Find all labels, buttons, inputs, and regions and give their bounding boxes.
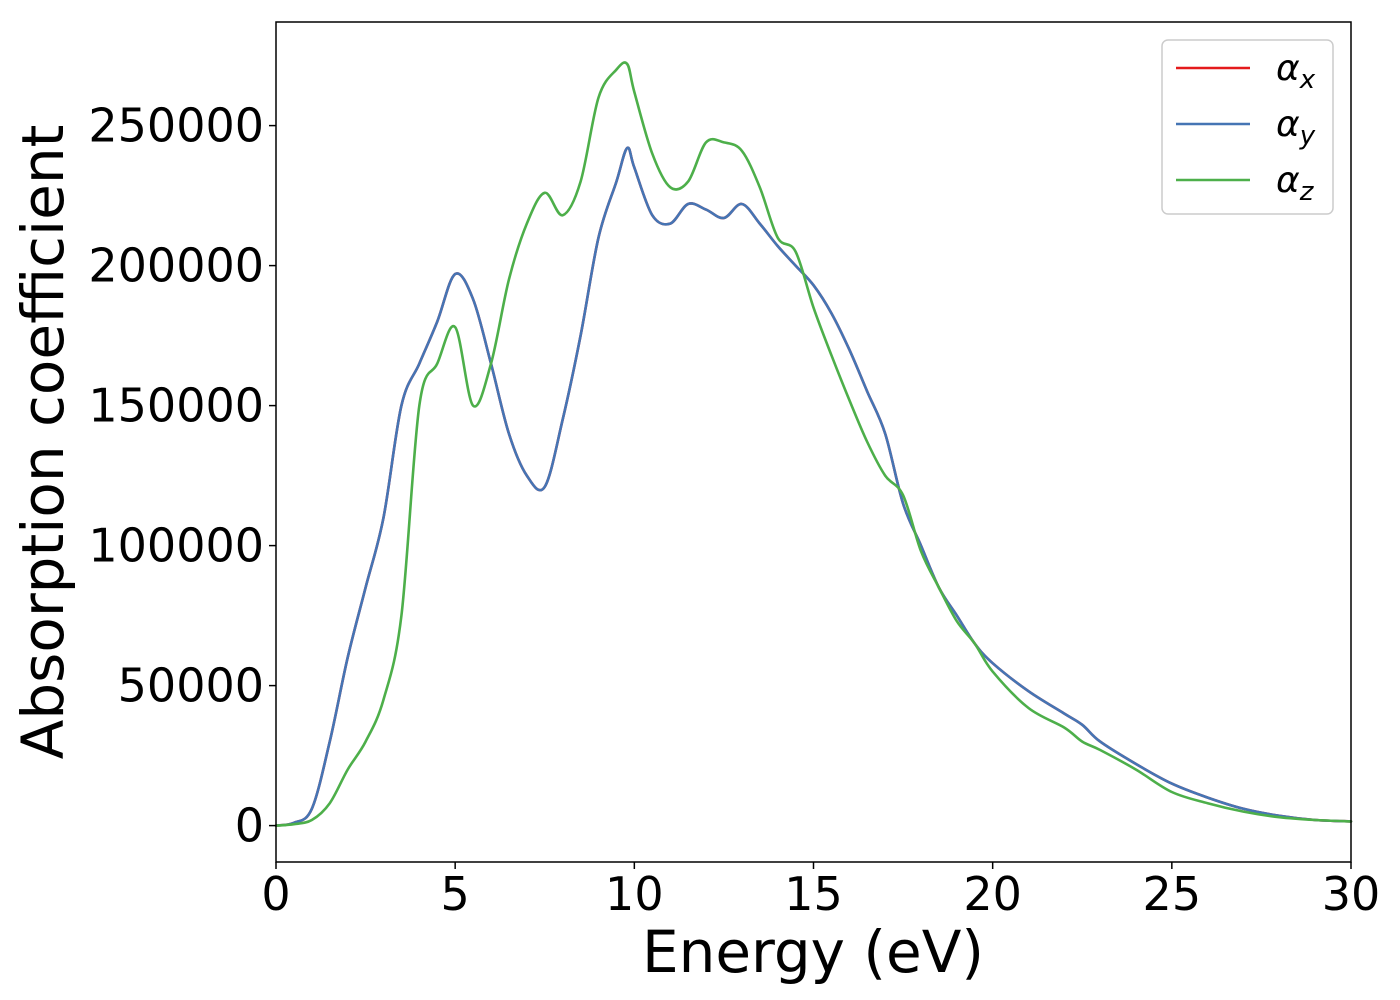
y-axis-ticks: 0 50000 100000 150000 200000 250000: [88, 99, 276, 853]
legend-box: [1161, 39, 1334, 215]
legend-label-y: αy: [1276, 104, 1316, 151]
y-tick-label: 150000: [88, 379, 264, 433]
y-tick-label: 50000: [118, 659, 264, 713]
series-line-y: [274, 146, 1353, 827]
x-tick-label: 10: [605, 867, 664, 921]
legend-label-x: αx: [1276, 48, 1316, 95]
y-tick-label: 200000: [88, 239, 264, 293]
x-tick-label: 15: [784, 867, 843, 921]
x-tick-label: 20: [963, 867, 1022, 921]
x-tick-label: 25: [1143, 867, 1202, 921]
x-tick-label: 5: [441, 867, 470, 921]
y-tick-label: 100000: [88, 519, 264, 573]
x-tick-label: 30: [1322, 867, 1381, 921]
legend: αx αy αz: [1161, 39, 1334, 215]
series-line-z: [274, 61, 1353, 827]
x-axis-label: Energy (eV): [642, 918, 984, 986]
y-tick-label: 250000: [88, 99, 264, 153]
y-axis-label: Absorption coefficient: [9, 125, 77, 760]
x-tick-label: 0: [261, 867, 290, 921]
legend-label-z: αz: [1276, 160, 1315, 207]
x-axis-ticks: 0 5 10 15 20 25 30: [261, 862, 1380, 921]
y-tick-label: 0: [235, 799, 264, 853]
series-layer: [274, 61, 1353, 827]
